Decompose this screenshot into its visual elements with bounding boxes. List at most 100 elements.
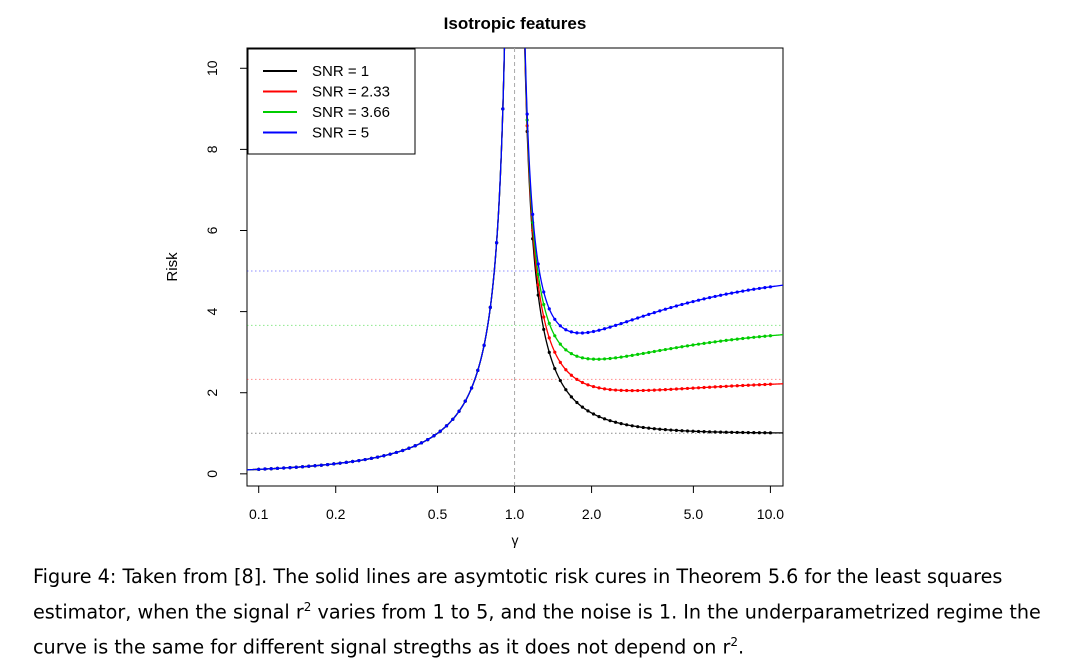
data-point [608,419,612,423]
data-point [658,427,662,431]
data-point [558,342,562,346]
legend-label: SNR = 2.33 [312,84,390,101]
data-point [625,388,629,393]
data-point [569,395,573,399]
data-point [713,385,717,389]
data-point [702,297,706,301]
y-tick-label: 10 [204,60,220,76]
data-point [680,429,684,433]
data-point [630,318,634,322]
data-point [730,430,734,434]
data-point [741,336,745,341]
data-point [763,286,767,290]
data-point [564,388,568,392]
data-point [691,343,695,347]
data-point [602,387,607,391]
data-point [685,386,690,391]
data-point [757,383,761,387]
data-point [602,357,607,361]
data-point [602,417,607,421]
legend-label: SNR = 5 [312,125,369,142]
y-axis-label: Risk [164,252,181,282]
risk-chart: 0.1 0.2 0.5 1.0 2.0 5.0 10.0 0 2 4 6 8 10 Isotropic… [164,14,784,548]
data-point [351,459,355,464]
data-point [752,383,756,387]
data-point [580,356,585,360]
data-point [719,339,723,343]
data-point [680,302,684,307]
data-point [647,388,651,392]
data-point [586,330,590,335]
x-tick-label: 10.0 [757,506,784,522]
data-point [647,312,651,316]
data-point [641,351,645,356]
figure-caption: Figure 4: Taken from [8]. The solid line… [33,562,1068,663]
data-point [426,437,430,442]
data-point [696,386,701,390]
data-point [663,347,667,352]
data-point [625,320,629,324]
data-point [558,378,562,383]
data-point [630,353,634,357]
data-point [669,346,673,351]
data-point [768,334,773,338]
data-point [724,384,728,388]
caption-superscript-2: 2 [730,635,738,650]
data-point [741,289,745,293]
data-point [542,290,546,294]
data-point [597,415,601,419]
data-point [432,434,436,438]
data-point [388,452,392,456]
y-tick-label: 2 [204,389,220,397]
data-point [696,429,701,434]
data-point [536,262,540,266]
data-point [641,314,645,318]
data-point [663,307,667,311]
data-point [696,298,701,302]
data-point [614,388,618,392]
curve-over-5 [524,48,783,334]
x-tick-label: 2.0 [582,506,602,522]
data-point [724,430,728,434]
data-point [619,321,623,326]
data-point [652,388,656,392]
data-point [625,354,629,358]
data-point [741,430,745,435]
data-point [757,431,761,435]
data-point [763,382,767,387]
data-point [724,292,728,296]
data-point [597,386,601,390]
data-point [451,417,455,421]
y-tick-label: 0 [204,470,220,478]
data-point [569,352,573,356]
data-point [597,328,601,332]
data-point [419,441,424,445]
data-point [636,316,640,320]
data-point [569,330,573,334]
curve-over-3.66 [524,48,783,360]
data-point [376,455,380,459]
data-point [713,294,717,299]
data-point [294,465,298,469]
curve-over-2.33 [524,48,783,392]
data-point [685,344,690,348]
data-point [730,291,734,295]
data-point [614,356,618,360]
data-point [332,462,336,466]
data-point [407,446,411,450]
data-point [608,356,612,361]
data-point [586,383,590,387]
caption-text-2: varies from 1 to 5, and the noise is 1. … [33,600,1041,659]
data-point [630,388,634,393]
data-point [564,328,568,332]
y-tick-label: 4 [204,308,220,316]
data-point [619,388,623,392]
data-point [763,431,767,435]
data-point [263,467,267,471]
data-point [275,466,280,470]
data-point [674,428,679,433]
data-point [469,386,474,390]
data-point [575,377,579,381]
data-point [741,383,745,388]
data-point [768,285,773,289]
